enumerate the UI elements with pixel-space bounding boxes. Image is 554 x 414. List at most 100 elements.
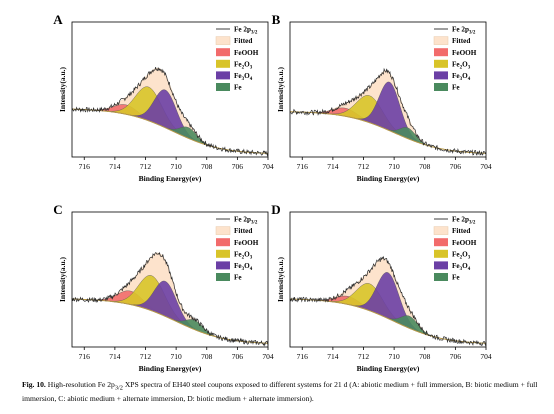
x-tick-label: 710 <box>171 352 183 361</box>
background-line <box>71 108 269 154</box>
x-tick-label: 716 <box>297 352 309 361</box>
x-tick-label: 714 <box>327 162 339 171</box>
y-axis-label: Intensity(a.u.) <box>58 257 67 303</box>
plot-frame <box>71 211 269 348</box>
caption-label: Fig. 10. <box>22 380 46 389</box>
peak-fe3o4 <box>289 81 487 154</box>
legend-label-fe2o3: Fe2O3 <box>452 60 471 70</box>
x-tick-label: 712 <box>358 162 370 171</box>
raw-spectrum-line <box>71 251 269 347</box>
legend-swatch-fe2o3 <box>216 249 230 258</box>
caption-text-sub: 3/2 <box>114 384 123 392</box>
legend-label-feooh: FeOOH <box>452 49 477 57</box>
raw-spectrum-line <box>289 255 487 346</box>
legend-label-fe: Fe <box>452 84 460 92</box>
plot-frame <box>71 21 269 158</box>
panel-c: 716 714 712 710 708 706 704 Binding Energy(ev) I… <box>53 202 274 373</box>
panel-a: 716 714 712 710 708 706 704 Binding Energy(ev) I… <box>53 12 274 183</box>
panel-b: 716 714 712 710 708 706 704 Binding Energy(ev) I… <box>272 12 492 183</box>
legend-label-feooh: FeOOH <box>234 239 259 247</box>
x-axis-label: Binding Energy(ev) <box>357 174 420 183</box>
legend-swatch-fe <box>434 83 448 91</box>
x-tick-label: 710 <box>389 162 401 171</box>
caption-text-after: XPS spectra of EH40 steel coupons expose… <box>22 380 538 403</box>
x-tick-label: 714 <box>109 352 121 361</box>
legend-swatch-fitted <box>433 36 449 45</box>
x-tick-label: 706 <box>450 352 462 361</box>
legend-swatch-fitted <box>215 36 231 45</box>
legend-swatch-feooh <box>434 48 448 57</box>
x-tick-label: 712 <box>140 162 152 171</box>
legend-label-raw: Fe 2p3/2 <box>452 26 476 36</box>
legend-swatch-fe3o4 <box>216 71 230 80</box>
legend-label-raw: Fe 2p3/2 <box>234 216 258 226</box>
legend-label-raw: Fe 2p3/2 <box>452 216 476 226</box>
x-axis-label: Binding Energy(ev) <box>139 364 202 373</box>
legend-label-fitted: Fitted <box>452 227 470 235</box>
x-tick-label: 716 <box>79 352 91 361</box>
legend-swatch-fe <box>216 83 230 91</box>
legend-swatch-fitted <box>215 226 231 235</box>
x-tick-label: 704 <box>262 352 274 361</box>
x-tick-label: 716 <box>79 162 91 171</box>
figure-caption: Fig. 10. High-resolution Fe 2p3/2 XPS sp… <box>22 380 542 404</box>
xps-figure: 716 714 712 710 708 706 704 Binding Energy(ev) I… <box>53 12 492 373</box>
legend-swatch-fe <box>216 273 230 281</box>
legend-swatch-feooh <box>216 48 230 57</box>
legend-label-fitted: Fitted <box>452 37 470 45</box>
x-tick-label: 704 <box>480 352 492 361</box>
panel-d: 716 714 712 710 708 706 704 Binding Energy(ev) I… <box>271 202 492 373</box>
x-tick-label: 708 <box>201 352 213 361</box>
legend-swatch-fe2o3 <box>434 249 448 258</box>
plot-frame <box>289 211 487 348</box>
x-tick-label: 704 <box>262 162 274 171</box>
legend-label-fe2o3: Fe2O3 <box>234 250 253 260</box>
legend-label-fitted: Fitted <box>234 227 252 235</box>
background-line <box>71 298 269 344</box>
legend-swatch-fe2o3 <box>434 59 448 68</box>
x-tick-label: 716 <box>297 162 309 171</box>
x-tick-label: 714 <box>327 352 339 361</box>
legend-label-fitted: Fitted <box>234 37 252 45</box>
x-tick-label: 708 <box>419 162 431 171</box>
legend-swatch-fitted <box>433 226 449 235</box>
x-axis-label: Binding Energy(ev) <box>139 174 202 183</box>
peak-fe3o4 <box>71 89 269 154</box>
raw-spectrum-line <box>71 67 269 157</box>
y-axis-label: Intensity(a.u.) <box>58 67 67 113</box>
y-axis-label: Intensity(a.u.) <box>276 67 285 113</box>
y-axis-label: Intensity(a.u.) <box>276 257 285 303</box>
legend-swatch-fe3o4 <box>434 261 448 270</box>
panel-letter: B <box>272 12 281 27</box>
plot-frame <box>289 21 487 158</box>
panel-letter: A <box>53 12 63 27</box>
x-tick-label: 706 <box>232 162 244 171</box>
legend-label-fe: Fe <box>234 84 242 92</box>
x-tick-label: 712 <box>358 352 370 361</box>
caption-text-before: High-resolution Fe 2p <box>47 380 115 389</box>
legend-swatch-fe3o4 <box>434 71 448 80</box>
legend-label-fe3o4: Fe3O4 <box>452 72 471 82</box>
legend-swatch-feooh <box>216 238 230 247</box>
x-tick-label: 706 <box>232 352 244 361</box>
x-tick-label: 706 <box>450 162 462 171</box>
legend-label-feooh: FeOOH <box>234 49 259 57</box>
x-tick-label: 710 <box>389 352 401 361</box>
legend-label-fe3o4: Fe3O4 <box>234 72 253 82</box>
legend-label-fe3o4: Fe3O4 <box>452 262 471 272</box>
raw-spectrum-line <box>289 67 487 156</box>
peak-fe3o4 <box>289 272 487 344</box>
x-axis-label: Binding Energy(ev) <box>357 364 420 373</box>
x-tick-label: 712 <box>140 352 152 361</box>
x-tick-label: 708 <box>201 162 213 171</box>
legend-label-fe: Fe <box>452 274 460 282</box>
legend-label-fe2o3: Fe2O3 <box>234 60 253 70</box>
legend-label-feooh: FeOOH <box>452 239 477 247</box>
panel-letter: D <box>271 202 280 217</box>
x-tick-label: 710 <box>171 162 183 171</box>
legend-label-raw: Fe 2p3/2 <box>234 26 258 36</box>
peak-fe3o4 <box>71 280 269 344</box>
legend-label-fe3o4: Fe3O4 <box>234 262 253 272</box>
x-tick-label: 714 <box>109 162 121 171</box>
legend-swatch-fe2o3 <box>216 59 230 68</box>
